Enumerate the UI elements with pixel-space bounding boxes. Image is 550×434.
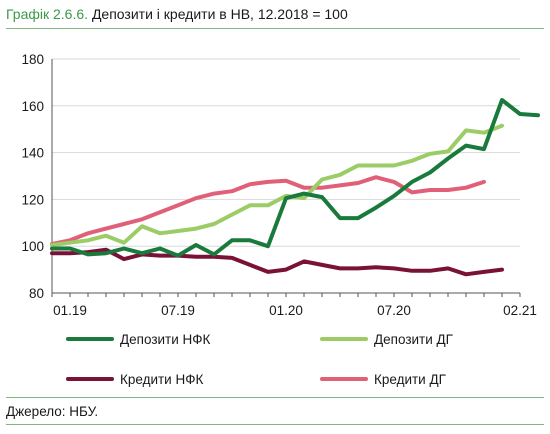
x-tick-labels: 01.19 07.19 01.20 07.20 02.21 <box>53 303 537 318</box>
x-tick-02.21: 02.21 <box>503 303 537 318</box>
legend-item-1: Депозити ДГ <box>320 332 454 347</box>
y-tick-100: 100 <box>21 239 44 254</box>
x-tick-01.19: 01.19 <box>53 303 87 318</box>
y-tick-80: 80 <box>29 286 44 301</box>
x-tick-07.19: 07.19 <box>161 303 195 318</box>
legend-item-3: Кредити ДГ <box>320 372 447 387</box>
grid-lines <box>52 58 520 247</box>
legend-label: Депозити НФК <box>120 332 211 347</box>
figure-title: Депозити і кредити в НВ, 12.2018 = 100 <box>91 6 348 22</box>
legend-label: Депозити ДГ <box>374 332 454 347</box>
chart-title: Графік 2.6.6. Депозити і кредити в НВ, 1… <box>6 6 348 22</box>
legend-label: Кредити ДГ <box>374 372 447 387</box>
source-note: Джерело: НБУ. <box>6 404 99 419</box>
figure-number: Графік 2.6.6. <box>6 6 89 22</box>
series-line-3 <box>50 175 486 246</box>
y-tick-120: 120 <box>21 192 44 207</box>
y-tick-140: 140 <box>21 146 44 161</box>
legend: Депозити НФК Депозити ДГ Кредити НФК Кредит… <box>66 332 454 387</box>
legend-label: Кредити НФК <box>120 372 203 387</box>
axes <box>51 59 521 297</box>
series-line-1 <box>50 123 504 247</box>
y-tick-180: 180 <box>21 52 44 67</box>
x-tick-07.20: 07.20 <box>377 303 411 318</box>
legend-item-2: Кредити НФК <box>66 372 203 387</box>
source-divider <box>6 397 544 398</box>
y-tick-labels: 80 100 120 140 160 180 <box>21 52 44 301</box>
x-tick-01.20: 01.20 <box>269 303 303 318</box>
series-line-2 <box>50 247 504 277</box>
y-tick-160: 160 <box>21 99 44 114</box>
title-divider <box>6 28 544 29</box>
series-lines <box>50 98 540 277</box>
series-line-0 <box>50 98 540 258</box>
legend-item-0: Депозити НФК <box>66 332 211 347</box>
bottom-divider <box>6 424 544 425</box>
